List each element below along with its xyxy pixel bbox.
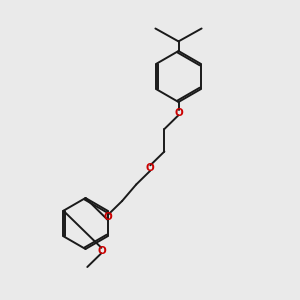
Text: O: O [103,212,112,223]
Text: O: O [97,245,106,256]
Text: O: O [174,107,183,118]
Text: O: O [146,163,155,173]
